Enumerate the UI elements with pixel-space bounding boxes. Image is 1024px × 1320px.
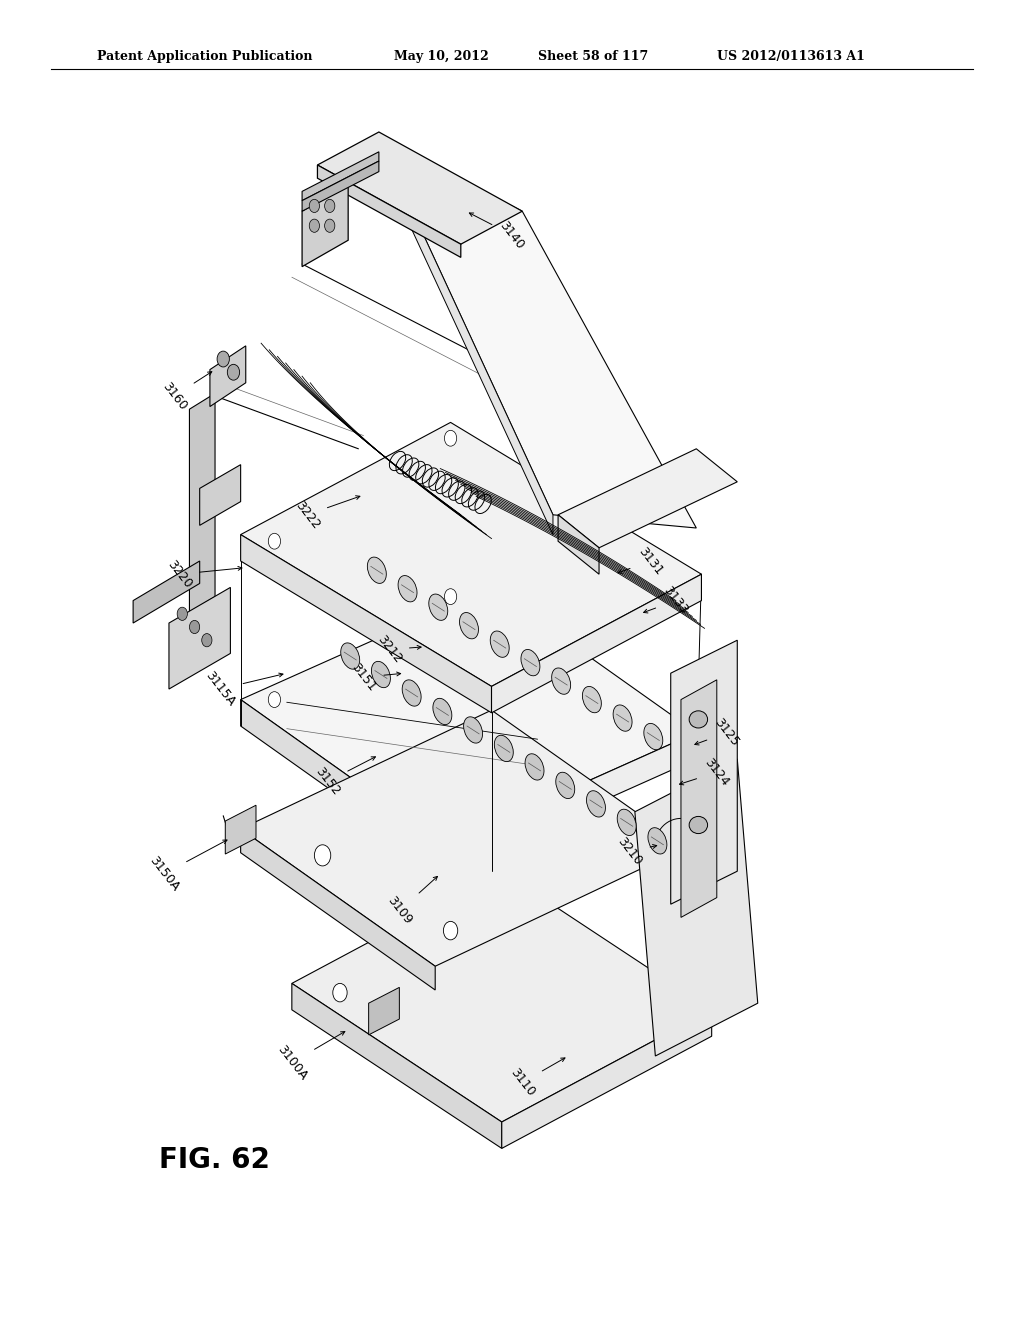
Text: 3131: 3131 <box>618 545 665 577</box>
Polygon shape <box>379 139 696 528</box>
Ellipse shape <box>433 698 452 725</box>
Polygon shape <box>241 829 435 990</box>
Ellipse shape <box>613 705 632 731</box>
Polygon shape <box>502 1010 712 1148</box>
Circle shape <box>227 364 240 380</box>
Circle shape <box>444 589 457 605</box>
Text: 3140: 3140 <box>469 213 527 251</box>
Polygon shape <box>317 132 522 244</box>
Polygon shape <box>317 165 461 257</box>
Polygon shape <box>681 680 717 917</box>
Circle shape <box>443 921 458 940</box>
Polygon shape <box>558 449 737 548</box>
Ellipse shape <box>341 643 359 669</box>
Polygon shape <box>635 759 758 1056</box>
Ellipse shape <box>617 809 636 836</box>
Ellipse shape <box>495 735 513 762</box>
Ellipse shape <box>587 791 605 817</box>
Ellipse shape <box>556 772 574 799</box>
Text: 3125: 3125 <box>695 717 742 748</box>
Circle shape <box>314 845 331 866</box>
Polygon shape <box>241 710 686 966</box>
Polygon shape <box>379 139 553 535</box>
Polygon shape <box>292 871 712 1122</box>
Ellipse shape <box>644 723 663 750</box>
Text: 3220: 3220 <box>164 558 242 590</box>
Ellipse shape <box>521 649 540 676</box>
Circle shape <box>333 983 347 1002</box>
Circle shape <box>309 199 319 213</box>
Circle shape <box>444 430 457 446</box>
Text: 3210: 3210 <box>614 836 656 867</box>
Text: 3100A: 3100A <box>274 1031 345 1082</box>
Text: Sheet 58 of 117: Sheet 58 of 117 <box>538 50 648 63</box>
Ellipse shape <box>648 828 667 854</box>
Ellipse shape <box>583 686 601 713</box>
Polygon shape <box>210 346 246 407</box>
Polygon shape <box>200 465 241 525</box>
Circle shape <box>325 199 335 213</box>
Polygon shape <box>369 987 399 1035</box>
Text: 3160: 3160 <box>159 372 212 412</box>
Polygon shape <box>133 561 200 623</box>
Ellipse shape <box>402 680 421 706</box>
Ellipse shape <box>552 668 570 694</box>
Circle shape <box>309 219 319 232</box>
Polygon shape <box>671 640 737 904</box>
Polygon shape <box>241 535 492 713</box>
Circle shape <box>189 620 200 634</box>
Ellipse shape <box>398 576 417 602</box>
Text: 3133: 3133 <box>644 585 690 616</box>
Text: US 2012/0113613 A1: US 2012/0113613 A1 <box>717 50 864 63</box>
Circle shape <box>325 219 335 232</box>
Ellipse shape <box>464 717 482 743</box>
Polygon shape <box>292 983 502 1148</box>
Text: 3151: 3151 <box>348 661 400 693</box>
Circle shape <box>202 634 212 647</box>
Polygon shape <box>189 393 215 612</box>
Ellipse shape <box>429 594 447 620</box>
Text: 3115A: 3115A <box>203 669 283 709</box>
Polygon shape <box>302 152 379 201</box>
Circle shape <box>217 351 229 367</box>
Text: FIG. 62: FIG. 62 <box>159 1146 269 1175</box>
Circle shape <box>268 533 281 549</box>
Ellipse shape <box>689 710 708 729</box>
Ellipse shape <box>460 612 478 639</box>
Circle shape <box>268 692 281 708</box>
Text: 3222: 3222 <box>293 496 359 531</box>
Ellipse shape <box>689 816 708 834</box>
Polygon shape <box>225 805 256 854</box>
Polygon shape <box>241 422 701 686</box>
Polygon shape <box>241 587 696 845</box>
Ellipse shape <box>525 754 544 780</box>
Text: 3152: 3152 <box>312 756 376 797</box>
Polygon shape <box>302 161 379 211</box>
Polygon shape <box>302 185 348 267</box>
Text: Patent Application Publication: Patent Application Publication <box>97 50 312 63</box>
Polygon shape <box>492 574 701 713</box>
Text: 3124: 3124 <box>680 756 731 788</box>
Ellipse shape <box>372 661 390 688</box>
Text: 3110: 3110 <box>507 1057 565 1098</box>
Text: 3109: 3109 <box>384 876 437 927</box>
Polygon shape <box>558 515 599 574</box>
Polygon shape <box>445 733 696 871</box>
Ellipse shape <box>368 557 386 583</box>
Polygon shape <box>169 587 230 689</box>
Text: May 10, 2012: May 10, 2012 <box>394 50 489 63</box>
Polygon shape <box>241 700 445 871</box>
Text: 3150A: 3150A <box>146 840 227 894</box>
Text: 3212: 3212 <box>375 634 421 665</box>
Ellipse shape <box>490 631 509 657</box>
Circle shape <box>177 607 187 620</box>
